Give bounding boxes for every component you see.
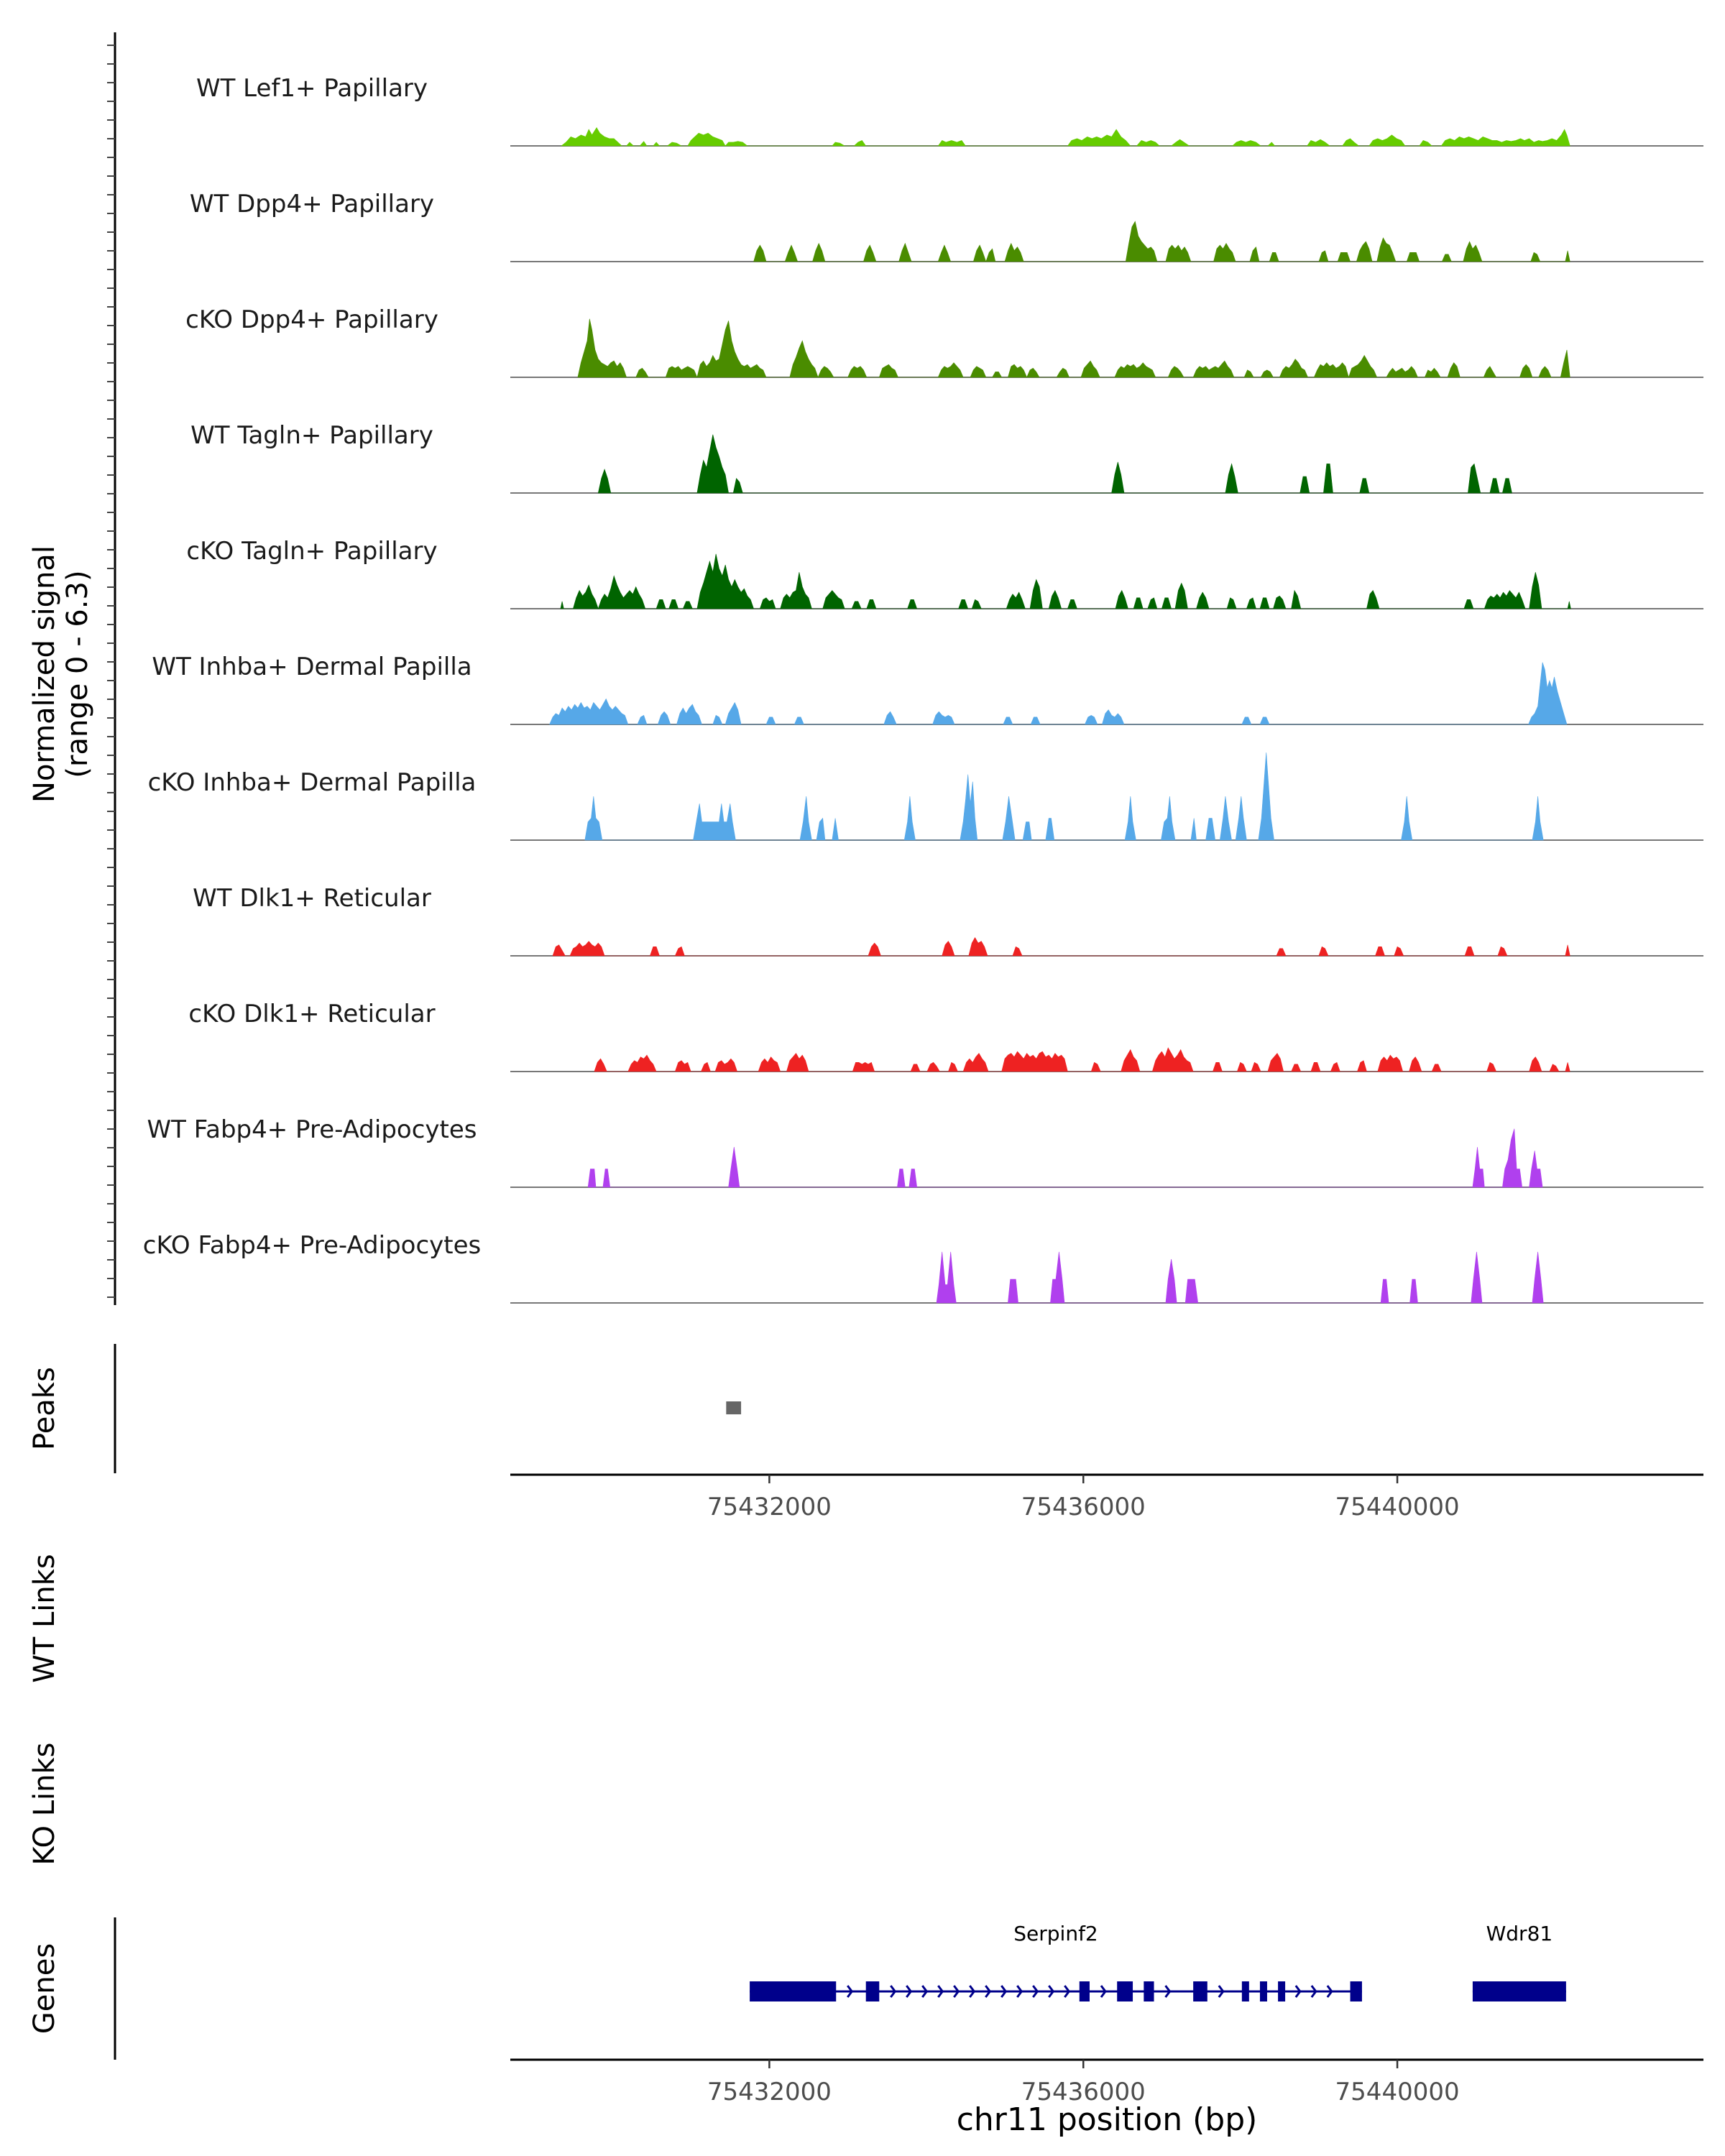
coverage-tracks: WT Lef1+ Papillary WT Dpp4+ Papillary cKO … xyxy=(143,74,1703,1304)
track-label: WT Inhba+ Dermal Papilla xyxy=(152,653,472,681)
peaks-x-tick-label: 75432000 xyxy=(707,1493,832,1521)
gene-exon xyxy=(1144,1981,1154,2001)
track-label: WT Dlk1+ Reticular xyxy=(193,884,431,913)
strand-arrow xyxy=(847,1985,854,1998)
coverage-area xyxy=(552,936,1570,957)
gene-wdr81: Wdr81 xyxy=(1472,1922,1566,2001)
track-4: WT Tagln+ Papillary xyxy=(190,421,1703,494)
track-1: WT Lef1+ Papillary xyxy=(196,74,1703,147)
peaks-panel-label: Peaks xyxy=(28,1367,61,1450)
track-label: cKO Dpp4+ Papillary xyxy=(185,305,438,334)
gene-serpinf2: Serpinf2 xyxy=(750,1922,1362,2001)
gene-exon xyxy=(865,1981,880,2001)
strand-arrow xyxy=(969,1985,976,1998)
strand-arrow xyxy=(1326,1985,1333,1998)
track-6: WT Inhba+ Dermal Papilla xyxy=(152,653,1703,725)
gene-name-label: Wdr81 xyxy=(1486,1922,1553,1945)
strand-arrow xyxy=(1100,1985,1107,1998)
strand-arrow xyxy=(1294,1985,1302,1998)
genes-x-tick-label: 75432000 xyxy=(707,2078,832,2106)
track-7: cKO Inhba+ Dermal Papilla xyxy=(148,752,1703,841)
coverage-area xyxy=(549,662,1568,725)
coverage-area xyxy=(584,752,1544,841)
track-label: cKO Tagln+ Papillary xyxy=(186,537,437,566)
peaks-x-tick-label: 75440000 xyxy=(1335,1493,1460,1521)
track-11: cKO Fabp4+ Pre-Adipocytes xyxy=(143,1231,1703,1304)
coverage-area xyxy=(587,1128,1543,1188)
genes-x-tick-label: 75436000 xyxy=(1021,2078,1146,2106)
peaks-x-tick-label: 75436000 xyxy=(1021,1493,1146,1521)
track-10: WT Fabp4+ Pre-Adipocytes xyxy=(147,1115,1703,1188)
gene-exon xyxy=(1278,1981,1286,2001)
gene-exon xyxy=(1472,1981,1566,2001)
wt-links-panel-label: WT Links xyxy=(28,1554,61,1682)
gene-exon xyxy=(1079,1981,1090,2001)
gene-exon xyxy=(1350,1981,1362,2001)
track-label: cKO Fabp4+ Pre-Adipocytes xyxy=(143,1231,482,1260)
peaks-track xyxy=(726,1401,742,1414)
x-axis-title: chr11 position (bp) xyxy=(957,2101,1258,2138)
genes-panel-label: Genes xyxy=(28,1943,61,2034)
gene-exon xyxy=(1193,1981,1208,2001)
track-label: WT Lef1+ Papillary xyxy=(196,74,428,103)
strand-arrow xyxy=(937,1985,944,1998)
coverage-area xyxy=(560,553,1571,609)
gene-exon xyxy=(1117,1981,1133,2001)
track-9: cKO Dlk1+ Reticular xyxy=(188,1000,1703,1072)
coverage-area xyxy=(936,1251,1544,1304)
genes-x-tick-label: 75440000 xyxy=(1335,2078,1460,2106)
coverage-area xyxy=(561,127,1570,147)
track-label: WT Tagln+ Papillary xyxy=(190,421,433,450)
strand-arrow xyxy=(985,1985,992,1998)
strand-arrow xyxy=(906,1985,913,1998)
gene-exon xyxy=(1259,1981,1267,2001)
strand-arrow xyxy=(921,1985,929,1998)
strand-arrow xyxy=(1064,1985,1071,1998)
strand-arrow xyxy=(953,1985,960,1998)
gene-annotations: Serpinf2 Wdr81 xyxy=(750,1922,1566,2001)
gene-exon xyxy=(1241,1981,1249,2001)
strand-arrow xyxy=(1000,1985,1008,1998)
signal-axis-ticks xyxy=(107,45,115,1298)
track-label: WT Fabp4+ Pre-Adipocytes xyxy=(147,1115,477,1144)
track-8: WT Dlk1+ Reticular xyxy=(193,884,1703,957)
strand-arrow xyxy=(1218,1985,1225,1998)
strand-arrow xyxy=(1032,1985,1039,1998)
coverage-area xyxy=(577,318,1570,379)
genes-x-axis-ticks: 75432000 75436000 75440000 xyxy=(707,2060,1460,2106)
strand-arrow xyxy=(1310,1985,1317,1998)
track-3: cKO Dpp4+ Papillary xyxy=(185,305,1703,379)
strand-arrow xyxy=(1016,1985,1024,1998)
track-2: WT Dpp4+ Papillary xyxy=(190,190,1703,262)
track-label: cKO Inhba+ Dermal Papilla xyxy=(148,768,477,797)
strand-arrow xyxy=(1164,1985,1172,1998)
strand-arrow xyxy=(890,1985,897,1998)
coverage-area xyxy=(594,1047,1570,1072)
track-label: cKO Dlk1+ Reticular xyxy=(188,1000,435,1028)
track-label: WT Dpp4+ Papillary xyxy=(190,190,434,218)
peak-region xyxy=(726,1401,742,1414)
signal-axis-range-label: (range 0 - 6.3) xyxy=(61,570,94,778)
gene-exon xyxy=(750,1981,837,2001)
ko-links-panel-label: KO Links xyxy=(28,1743,61,1866)
coverage-area xyxy=(753,221,1570,262)
strand-arrow xyxy=(1048,1985,1055,1998)
signal-axis-label: Normalized signal xyxy=(28,545,61,803)
track-5: cKO Tagln+ Papillary xyxy=(186,537,1703,609)
gene-name-label: Serpinf2 xyxy=(1013,1922,1098,1945)
coverage-area xyxy=(597,434,1512,494)
peaks-x-axis-ticks: 75432000 75436000 75440000 xyxy=(707,1475,1460,1521)
